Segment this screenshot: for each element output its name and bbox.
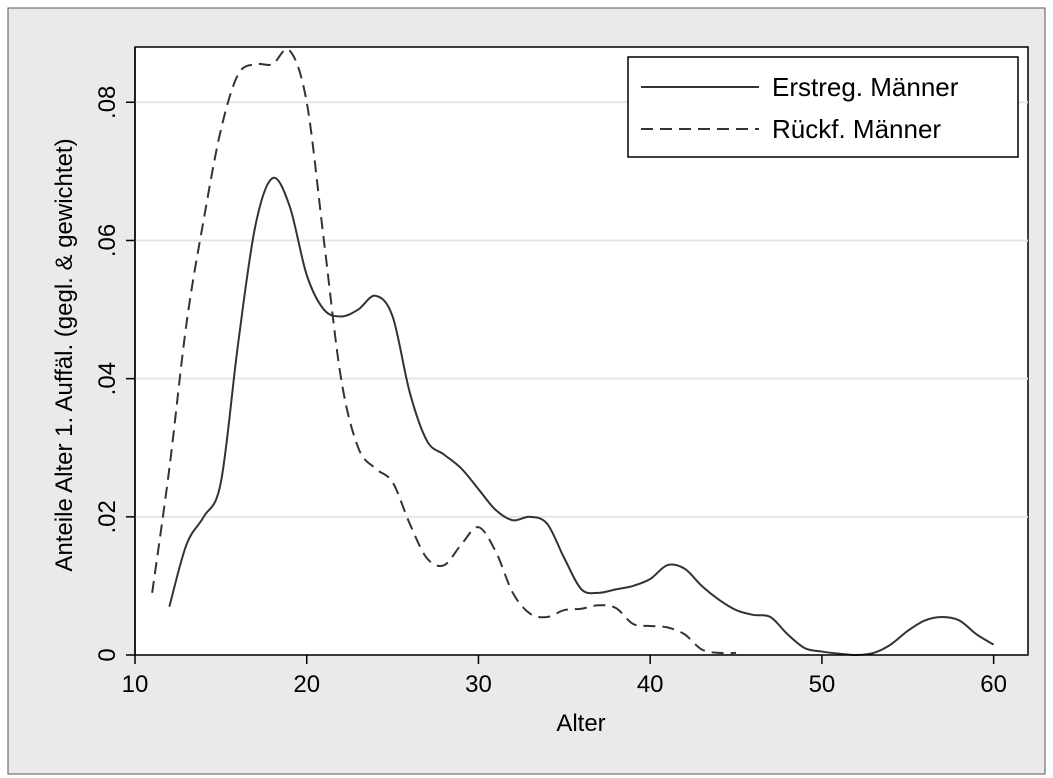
legend-label-erstreg: Erstreg. Männer bbox=[772, 72, 959, 102]
legend: Erstreg. Männer Rückf. Männer bbox=[627, 56, 1019, 158]
x-tick-label: 40 bbox=[637, 671, 664, 698]
x-tick-label: 30 bbox=[465, 671, 492, 698]
x-tick-label: 20 bbox=[293, 671, 320, 698]
y-tick-label: .02 bbox=[94, 500, 121, 533]
y-tick-label: .06 bbox=[94, 224, 121, 257]
y-tick-label: .08 bbox=[94, 86, 121, 119]
x-axis: 10 20 30 40 50 60 bbox=[122, 654, 1028, 698]
x-tick-label: 50 bbox=[809, 671, 836, 698]
x-tick-label: 10 bbox=[122, 671, 149, 698]
legend-label-rueckf: Rückf. Männer bbox=[772, 114, 941, 144]
y-tick-label: .04 bbox=[94, 362, 121, 395]
legend-box bbox=[627, 56, 1019, 158]
y-tick-label: 0 bbox=[94, 648, 121, 661]
y-axis-title: Anteile Alter 1. Auffäl. (gegl. & gewich… bbox=[51, 138, 78, 571]
x-axis-title: Alter bbox=[556, 710, 605, 737]
x-tick-label: 60 bbox=[980, 671, 1007, 698]
y-axis: 0 .02 .04 .06 .08 bbox=[94, 47, 136, 662]
series-line-rueckf bbox=[151, 48, 737, 655]
